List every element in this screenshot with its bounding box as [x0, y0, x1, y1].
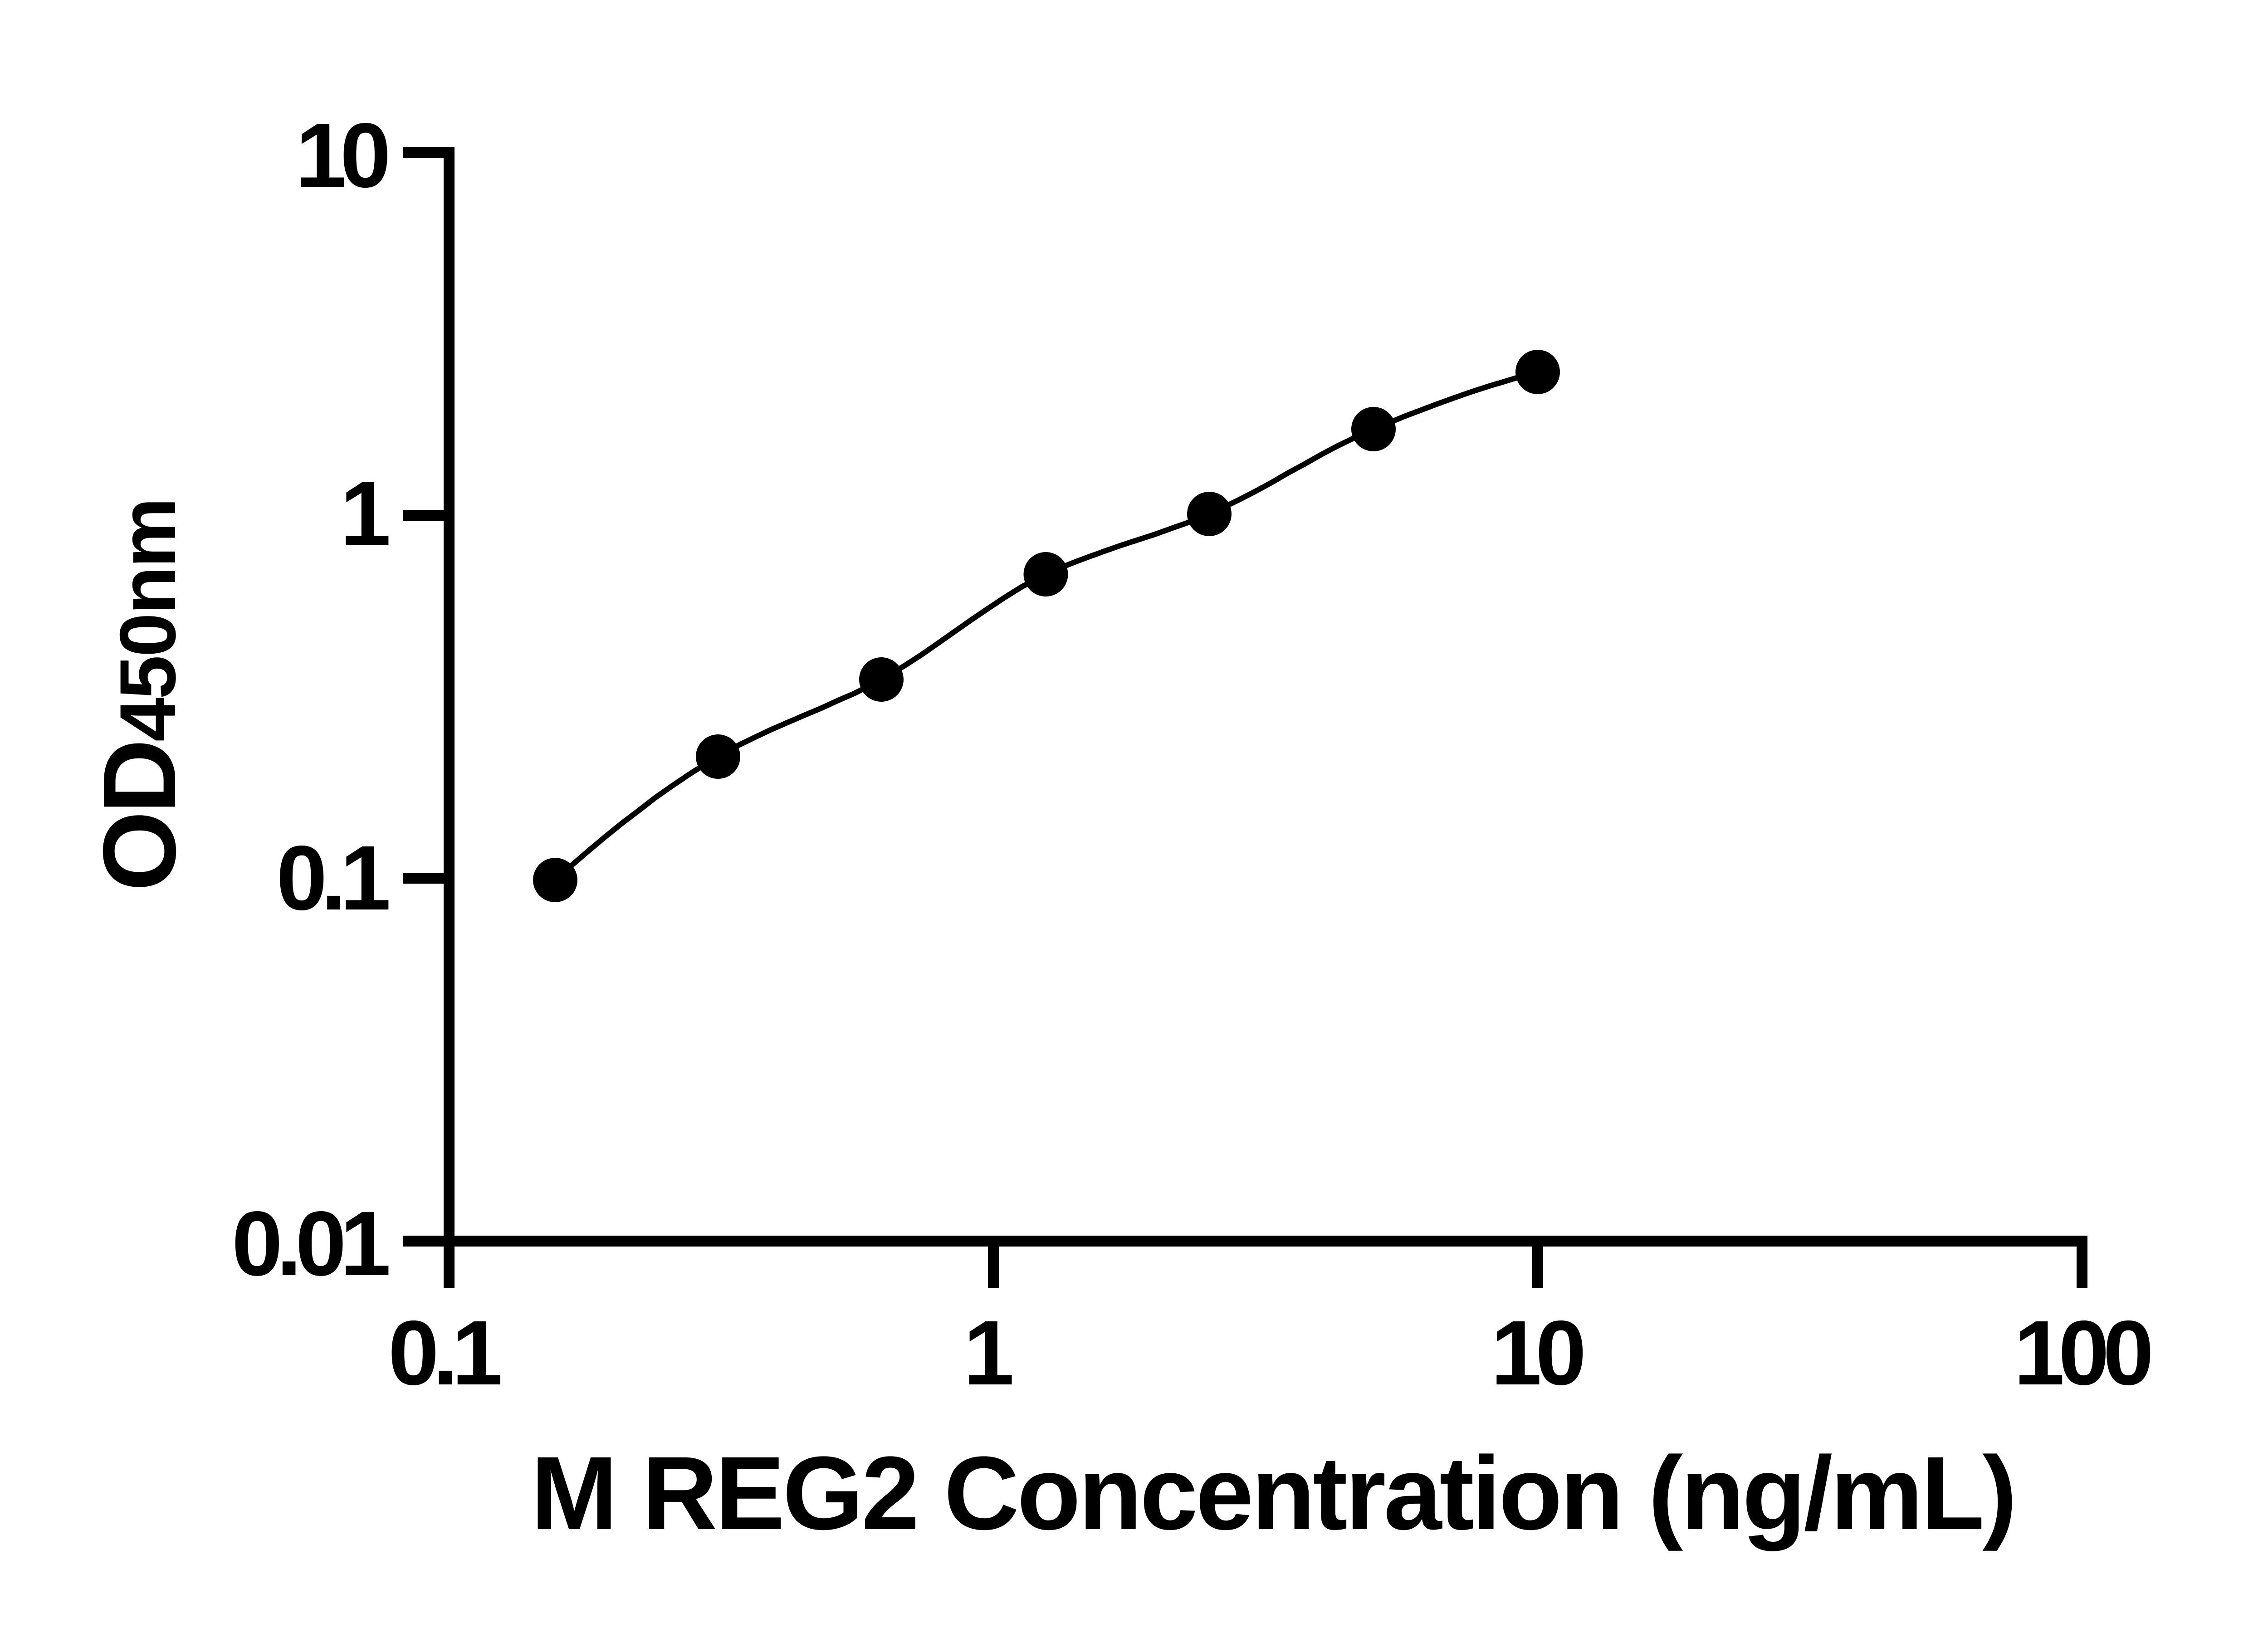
svg-text:10: 10	[295, 104, 387, 206]
svg-text:OD450nm: OD450nm	[82, 499, 197, 891]
svg-text:0.1: 0.1	[388, 1301, 500, 1404]
svg-text:1: 1	[340, 462, 389, 565]
svg-text:0.1: 0.1	[276, 826, 388, 929]
svg-text:1: 1	[963, 1301, 1012, 1404]
svg-text:10: 10	[1491, 1301, 1583, 1404]
svg-text:100: 100	[2014, 1301, 2151, 1404]
svg-text:M REG2 Concentration (ng/mL): M REG2 Concentration (ng/mL)	[531, 1435, 2015, 1551]
svg-text:0.01: 0.01	[232, 1192, 389, 1295]
